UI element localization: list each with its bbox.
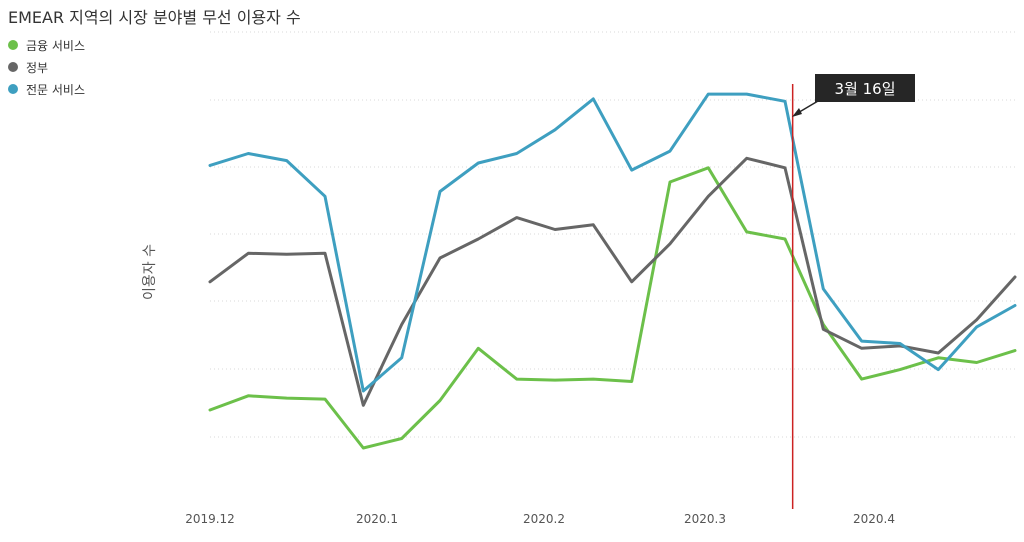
series-lines [208, 92, 1017, 450]
legend-item-professional[interactable]: 전문 서비스 [8, 78, 85, 100]
legend-label-finance: 금융 서비스 [26, 38, 86, 53]
x-tick-label: 2020.3 [684, 512, 726, 526]
chart-title: EMEAR 지역의 시장 분야별 무선 이용자 수 [8, 8, 301, 27]
legend-item-government[interactable]: 정부 [8, 56, 85, 78]
x-tick-label: 2019.12 [185, 512, 235, 526]
legend: 금융 서비스 정부 전문 서비스 [8, 34, 85, 100]
legend-swatch-finance [8, 40, 18, 50]
legend-swatch-government [8, 62, 18, 72]
x-tick-label: 2020.4 [853, 512, 895, 526]
series-line-2 [208, 92, 1017, 393]
legend-label-professional: 전문 서비스 [26, 82, 86, 97]
legend-label-government: 정부 [26, 60, 49, 75]
x-axis-ticks: 2019.12 2020.1 2020.2 2020.3 2020.4 [185, 512, 895, 526]
annotation-arrowhead [792, 108, 802, 117]
x-tick-label: 2020.2 [523, 512, 565, 526]
series-line-0 [208, 166, 1017, 450]
annotation-callout: 3월 16일 [815, 74, 915, 102]
legend-swatch-professional [8, 84, 18, 94]
x-tick-label: 2020.1 [356, 512, 398, 526]
legend-item-finance[interactable]: 금융 서비스 [8, 34, 85, 56]
series-line-1 [208, 156, 1017, 407]
annotation-layer [791, 84, 819, 509]
